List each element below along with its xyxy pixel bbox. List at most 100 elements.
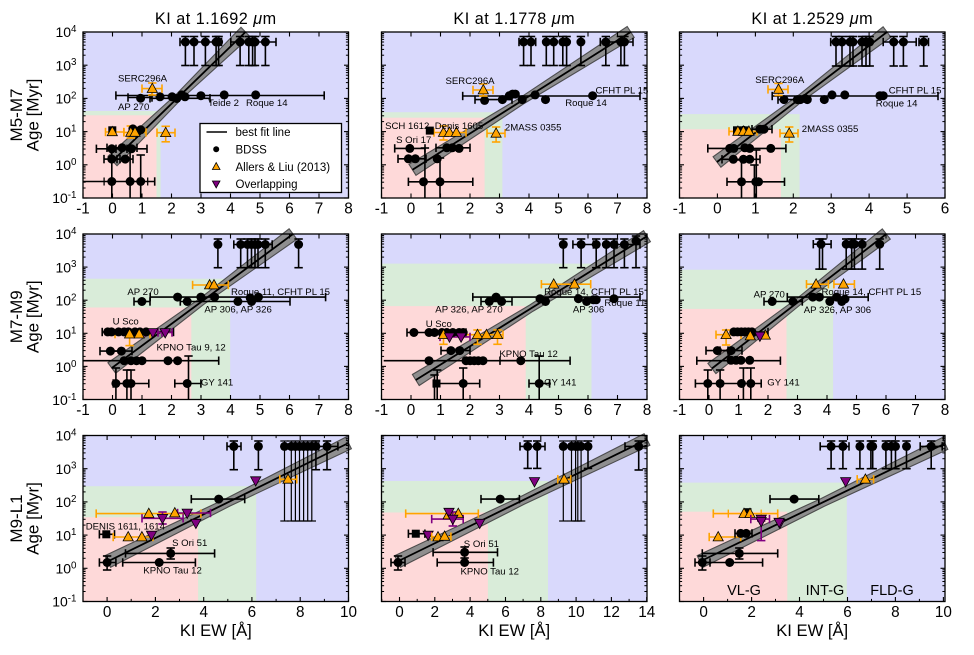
svg-text:KI EW [Å]: KI EW [Å] xyxy=(776,621,848,640)
svg-text:GY 141: GY 141 xyxy=(201,377,233,388)
svg-text:5: 5 xyxy=(903,201,912,218)
svg-text:7: 7 xyxy=(613,402,622,419)
svg-text:KI EW [Å]: KI EW [Å] xyxy=(180,621,252,640)
svg-text:6: 6 xyxy=(941,201,950,218)
svg-text:AP 306: AP 306 xyxy=(573,304,604,315)
svg-text:2: 2 xyxy=(167,402,176,419)
svg-text:SERC296A: SERC296A xyxy=(118,74,168,85)
svg-text:CFHT PL 15: CFHT PL 15 xyxy=(889,86,942,97)
svg-text:KI EW [Å]: KI EW [Å] xyxy=(478,621,550,640)
svg-text:AP 306, AP 326: AP 306, AP 326 xyxy=(204,304,271,315)
svg-text:5: 5 xyxy=(256,402,265,419)
svg-text:6: 6 xyxy=(584,402,593,419)
svg-text:3: 3 xyxy=(793,402,802,419)
svg-text:INT-G: INT-G xyxy=(806,583,845,599)
svg-text:Overlapping: Overlapping xyxy=(236,179,298,191)
svg-text:8: 8 xyxy=(643,201,652,218)
svg-text:0: 0 xyxy=(407,201,416,218)
svg-text:1: 1 xyxy=(138,402,147,419)
svg-text:S Ori 51: S Ori 51 xyxy=(464,539,499,550)
svg-text:2: 2 xyxy=(167,201,176,218)
svg-text:AP 270: AP 270 xyxy=(754,289,785,300)
svg-text:5: 5 xyxy=(256,201,265,218)
svg-text:KPNO Tau 12: KPNO Tau 12 xyxy=(461,566,520,577)
svg-text:KPNO Tau 12: KPNO Tau 12 xyxy=(143,566,202,577)
svg-text:2MASS 0355: 2MASS 0355 xyxy=(505,123,562,134)
svg-text:3: 3 xyxy=(827,201,836,218)
svg-text:U Sco: U Sco xyxy=(426,319,452,330)
svg-text:4: 4 xyxy=(466,604,475,621)
svg-text:AP 326, AP 306: AP 326, AP 306 xyxy=(804,305,871,316)
svg-text:U Sco: U Sco xyxy=(113,317,139,328)
svg-text:2: 2 xyxy=(466,201,475,218)
svg-text:Roque 14, CFHT PL 15: Roque 14, CFHT PL 15 xyxy=(822,287,922,298)
svg-text:AP 270: AP 270 xyxy=(127,287,158,298)
svg-text:10: 10 xyxy=(935,604,952,621)
svg-text:6: 6 xyxy=(843,604,852,621)
svg-text:KI at 1.2529 μm: KI at 1.2529 μm xyxy=(751,10,873,28)
svg-text:M7-M9: M7-M9 xyxy=(7,290,26,343)
svg-text:7: 7 xyxy=(315,201,324,218)
svg-text:6: 6 xyxy=(285,402,294,419)
svg-text:-1: -1 xyxy=(76,402,90,419)
svg-text:SERC296A: SERC296A xyxy=(755,75,805,86)
svg-text:1: 1 xyxy=(734,402,743,419)
svg-text:8: 8 xyxy=(643,402,652,419)
svg-text:-1: -1 xyxy=(673,402,687,419)
svg-text:VL-G: VL-G xyxy=(727,583,761,599)
svg-text:SERC296A: SERC296A xyxy=(446,76,496,87)
svg-text:KPNO Tau 9, 12: KPNO Tau 9, 12 xyxy=(157,343,226,354)
svg-text:8: 8 xyxy=(296,604,305,621)
svg-text:3: 3 xyxy=(495,201,504,218)
svg-text:7: 7 xyxy=(613,201,622,218)
svg-text:-1: -1 xyxy=(76,201,90,218)
svg-text:3: 3 xyxy=(197,201,206,218)
svg-text:2: 2 xyxy=(431,604,440,621)
svg-text:BDSS: BDSS xyxy=(236,145,268,157)
svg-text:12: 12 xyxy=(603,604,620,621)
svg-text:14: 14 xyxy=(638,604,656,621)
svg-text:6: 6 xyxy=(584,201,593,218)
svg-text:M9-L1: M9-L1 xyxy=(7,494,26,542)
svg-text:0: 0 xyxy=(407,402,416,419)
svg-text:6: 6 xyxy=(285,201,294,218)
svg-text:2: 2 xyxy=(466,402,475,419)
svg-text:4: 4 xyxy=(795,604,804,621)
svg-text:2MASS 0355: 2MASS 0355 xyxy=(802,124,859,135)
svg-text:4: 4 xyxy=(226,402,235,419)
svg-text:Age [Myr]: Age [Myr] xyxy=(23,482,42,555)
svg-text:CFHT PL 15: CFHT PL 15 xyxy=(596,86,649,97)
svg-text:DENIS 1611, 1614: DENIS 1611, 1614 xyxy=(86,522,166,533)
svg-text:4: 4 xyxy=(525,402,534,419)
svg-text:1: 1 xyxy=(436,201,445,218)
svg-text:4: 4 xyxy=(525,201,534,218)
svg-text:-1: -1 xyxy=(673,201,687,218)
svg-text:5: 5 xyxy=(554,201,563,218)
svg-text:2: 2 xyxy=(747,604,756,621)
svg-text:8: 8 xyxy=(537,604,546,621)
svg-text:6: 6 xyxy=(882,402,891,419)
svg-text:-1: -1 xyxy=(375,201,389,218)
svg-text:3: 3 xyxy=(197,402,206,419)
svg-text:Roque 14: Roque 14 xyxy=(246,98,288,109)
svg-text:1: 1 xyxy=(751,201,760,218)
svg-text:7: 7 xyxy=(315,402,324,419)
svg-text:best fit line: best fit line xyxy=(236,127,291,139)
svg-text:4: 4 xyxy=(823,402,832,419)
svg-text:4: 4 xyxy=(226,201,235,218)
svg-text:2: 2 xyxy=(764,402,773,419)
svg-text:4: 4 xyxy=(865,201,874,218)
svg-text:KI at 1.1692 μm: KI at 1.1692 μm xyxy=(155,10,277,28)
svg-text:-1: -1 xyxy=(375,402,389,419)
svg-text:8: 8 xyxy=(344,402,353,419)
svg-text:GY 141: GY 141 xyxy=(544,377,576,388)
svg-text:6: 6 xyxy=(501,604,510,621)
svg-text:4: 4 xyxy=(199,604,208,621)
svg-text:S Ori 51: S Ori 51 xyxy=(172,538,207,549)
svg-text:0: 0 xyxy=(395,604,404,621)
svg-text:Age [Myr]: Age [Myr] xyxy=(23,280,42,353)
svg-text:Roque 14, CFHT PL 15: Roque 14, CFHT PL 15 xyxy=(544,287,644,298)
svg-text:0: 0 xyxy=(103,604,112,621)
svg-text:7: 7 xyxy=(911,402,920,419)
svg-text:5: 5 xyxy=(554,402,563,419)
